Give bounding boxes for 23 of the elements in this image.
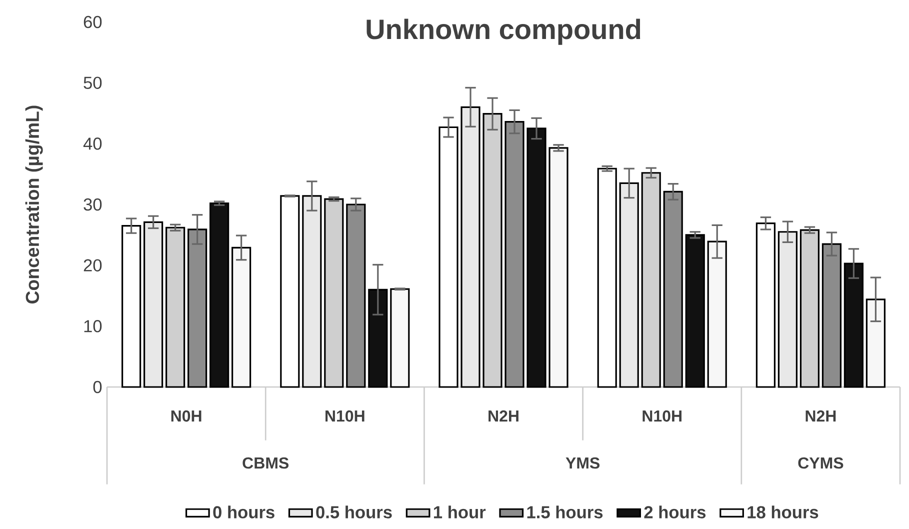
- y-tick-label: 20: [84, 259, 102, 272]
- x-tick-label: N2H: [488, 410, 518, 422]
- x-tick-label: N10H: [326, 410, 364, 422]
- legend-label: 1.5 hours: [527, 506, 603, 518]
- text: YMS: [566, 457, 600, 469]
- legend-label: 18 hours: [748, 506, 818, 518]
- y-tick-label: 40: [83, 138, 102, 150]
- text: CYMS: [798, 457, 844, 469]
- x-tick-label: N10H: [642, 410, 682, 422]
- chart-title: Unknown compound: [366, 18, 640, 45]
- x-tick-label: N2H: [806, 410, 836, 422]
- y-tick-label: 50: [84, 76, 102, 89]
- x-tick-label: N0H: [171, 410, 202, 422]
- y-tick-label: 10: [84, 320, 102, 332]
- legend-label: 2 hours: [644, 506, 706, 518]
- text: CBMS: [242, 457, 289, 469]
- legend-label: 0 hours: [213, 506, 274, 518]
- legend-label: 0.5 hours: [316, 506, 392, 518]
- y-tick-label: 0: [93, 380, 102, 394]
- legend-label: 1 hour: [434, 506, 486, 518]
- y-axis-title: Concentration (µg/mL): [25, 106, 43, 304]
- y-tick-label: 30: [84, 198, 102, 211]
- y-tick-label: 60: [84, 16, 102, 28]
